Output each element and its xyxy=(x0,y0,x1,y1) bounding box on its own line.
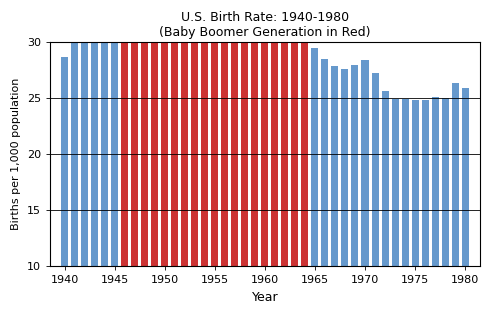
Bar xyxy=(62,57,68,266)
Bar xyxy=(302,31,308,266)
Bar xyxy=(321,59,329,266)
Title: U.S. Birth Rate: 1940-1980
(Baby Boomer Generation in Red): U.S. Birth Rate: 1940-1980 (Baby Boomer … xyxy=(159,11,370,39)
Bar xyxy=(281,15,288,266)
Bar xyxy=(201,0,209,266)
Bar xyxy=(141,0,149,266)
Bar xyxy=(221,0,228,266)
Bar xyxy=(411,100,419,266)
Bar xyxy=(182,0,188,266)
Y-axis label: Births per 1,000 population: Births per 1,000 population xyxy=(11,78,21,230)
Bar xyxy=(272,5,278,266)
Bar xyxy=(392,99,399,266)
Bar xyxy=(242,0,248,266)
Bar xyxy=(332,66,338,266)
Bar xyxy=(381,91,389,266)
Bar xyxy=(231,0,239,266)
Bar xyxy=(441,98,449,266)
Bar xyxy=(422,100,429,266)
Bar xyxy=(81,17,89,266)
Bar xyxy=(191,0,198,266)
Bar xyxy=(351,65,359,266)
Bar xyxy=(341,69,348,266)
Bar xyxy=(401,99,408,266)
Bar xyxy=(111,43,119,266)
Bar xyxy=(452,83,459,266)
Bar xyxy=(71,43,78,266)
Bar xyxy=(251,0,258,266)
Bar xyxy=(362,60,369,266)
Bar xyxy=(122,0,128,266)
Bar xyxy=(101,28,108,266)
Bar xyxy=(371,73,378,266)
Bar xyxy=(311,49,318,266)
Bar xyxy=(92,17,98,266)
Bar xyxy=(261,1,269,266)
Bar xyxy=(212,0,218,266)
Bar xyxy=(291,24,299,266)
X-axis label: Year: Year xyxy=(251,291,278,304)
Bar xyxy=(431,97,438,266)
Bar xyxy=(461,88,468,266)
Bar xyxy=(152,0,158,266)
Bar xyxy=(131,0,138,266)
Bar xyxy=(161,8,168,266)
Bar xyxy=(171,0,179,266)
